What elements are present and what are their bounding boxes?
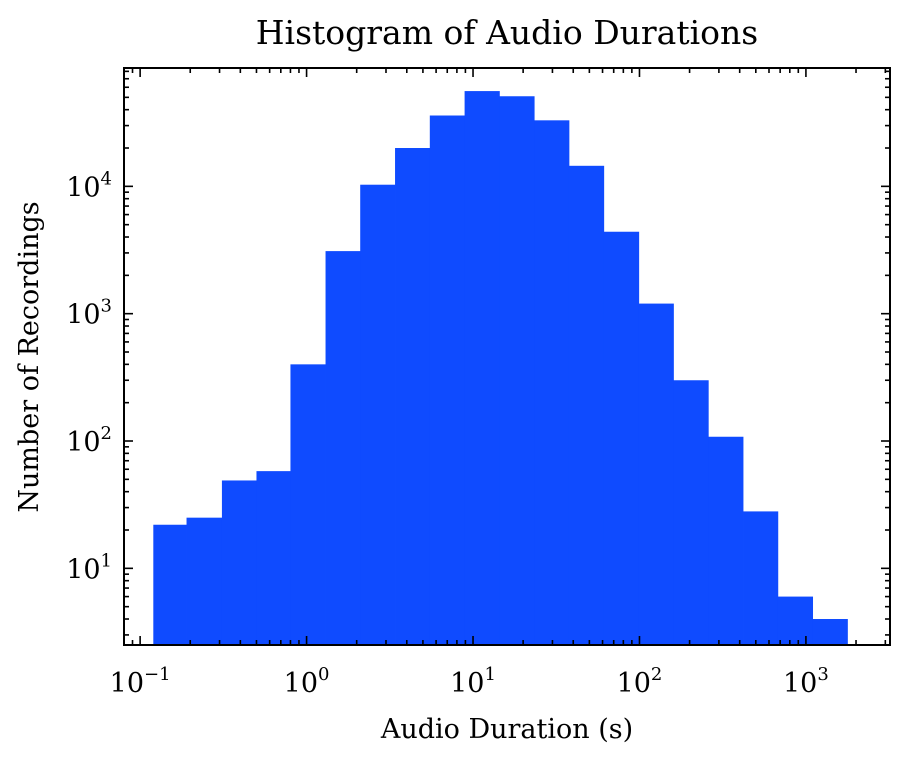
plot-frame xyxy=(123,67,891,646)
histogram-bar xyxy=(777,596,814,645)
histogram-bar xyxy=(603,231,640,646)
y-tick-label: 103 xyxy=(66,296,112,331)
histogram-bar xyxy=(429,115,465,645)
histogram-bar xyxy=(290,364,326,645)
x-tick-label: 100 xyxy=(284,664,330,699)
histogram-bar xyxy=(534,120,570,645)
x-tick-label: 103 xyxy=(783,664,829,699)
histogram-bar xyxy=(464,91,500,645)
histogram-bars xyxy=(153,91,848,646)
histogram-bar xyxy=(325,251,361,646)
histogram-bar xyxy=(360,184,396,645)
x-tick-label: 102 xyxy=(617,664,663,699)
histogram-bar xyxy=(638,303,674,645)
y-tick-labels: 101 102 103 104 xyxy=(66,168,112,585)
x-tick-label: 101 xyxy=(450,664,496,699)
histogram-bar xyxy=(743,511,779,645)
histogram-bar xyxy=(673,380,709,645)
histogram-bar xyxy=(812,619,848,645)
histogram-bar xyxy=(568,165,605,646)
x-tick-label: 10−1 xyxy=(110,664,171,699)
y-tick-label: 101 xyxy=(66,550,112,585)
x-axis-label: Audio Duration (s) xyxy=(380,714,633,745)
histogram-bar xyxy=(499,96,535,645)
histogram-bar xyxy=(395,148,431,645)
y-tick-label: 102 xyxy=(66,423,112,458)
histogram-bar xyxy=(153,524,187,645)
histogram-bar xyxy=(221,480,257,645)
histogram-bar xyxy=(186,517,223,645)
x-tick-labels: 10−1 100 101 102 103 xyxy=(110,664,829,699)
histogram-bar xyxy=(708,436,744,645)
y-axis-label: Number of Recordings xyxy=(14,201,45,512)
histogram-bar xyxy=(256,471,291,645)
chart-title: Histogram of Audio Durations xyxy=(256,13,758,52)
y-tick-label: 104 xyxy=(66,168,112,203)
